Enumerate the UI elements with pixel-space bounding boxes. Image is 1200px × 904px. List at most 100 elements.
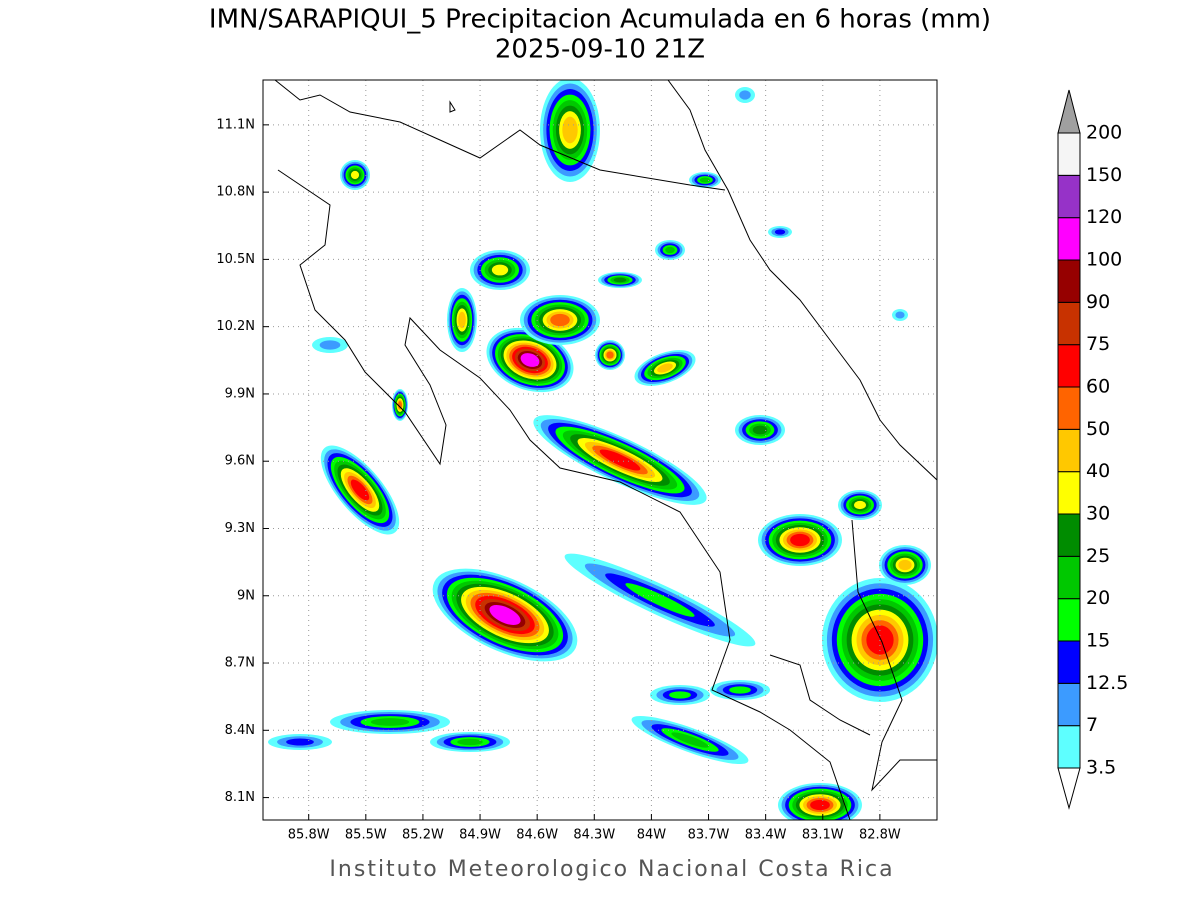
colorbar-bin <box>1057 386 1081 430</box>
colorbar-over <box>1057 89 1081 134</box>
colorbar-label: 75 <box>1086 333 1110 355</box>
precip-cell <box>550 313 570 327</box>
island <box>449 100 456 113</box>
y-tick-label: 8.1N <box>225 790 255 805</box>
precip-cell <box>810 799 830 811</box>
precip-cell <box>370 718 410 726</box>
coastlines <box>274 80 937 820</box>
precip-cell <box>613 277 627 283</box>
credit: Instituto Meteorologico Nacional Costa R… <box>329 857 894 882</box>
y-tick-label: 8.4N <box>225 723 255 738</box>
colorbar-label: 200 <box>1086 122 1122 144</box>
y-tick-label: 10.2N <box>216 319 255 334</box>
precip-cell <box>895 311 905 319</box>
colorbar-bin <box>1057 640 1081 684</box>
colorbar-bin <box>1057 259 1081 303</box>
x-tick-label: 85.5W <box>345 828 387 843</box>
precip-cell <box>398 401 402 409</box>
precip-cell <box>520 353 540 367</box>
colorbar: 3.5 7 12.5 15 20 25 30 40 50 60 75 90 100 120 150 200 <box>1057 89 1128 810</box>
x-tick-label: 83.7W <box>688 828 730 843</box>
y-tick-label: 8.7N <box>225 656 255 671</box>
colorbar-label: 90 <box>1086 291 1110 313</box>
colorbar-bin <box>1057 174 1081 219</box>
y-tick-label: 11.1N <box>216 117 255 132</box>
caribbean-coast <box>667 80 937 481</box>
y-tick-label: 9.3N <box>225 521 255 536</box>
precip-cell <box>790 533 810 547</box>
precip-cell <box>729 686 751 694</box>
precip-cell <box>699 177 711 183</box>
pacific-coast <box>277 169 851 820</box>
lake-shore <box>274 80 726 191</box>
x-tick-label: 85.2W <box>402 828 444 843</box>
precip-cell <box>669 691 691 699</box>
precip-cell <box>562 116 578 144</box>
precip-cell <box>457 738 483 746</box>
x-tick-label: 84.6W <box>516 828 558 843</box>
precip-cell <box>350 170 360 180</box>
x-tick-label: 82.8W <box>859 828 901 843</box>
precip-cell <box>319 340 341 350</box>
colorbar-label: 30 <box>1086 503 1110 525</box>
x-tick-label: 84W <box>637 828 667 843</box>
precip-cell <box>458 311 466 329</box>
title: IMN/SARAPIQUI_5 Precipitacion Acumulada … <box>209 5 991 35</box>
colorbar-bin <box>1057 471 1081 515</box>
x-tick-label: 84.3W <box>573 828 615 843</box>
colorbar-bin <box>1057 301 1081 346</box>
x-tick-label: 83.1W <box>802 828 844 843</box>
colorbar-label: 7 <box>1086 714 1098 736</box>
x-tick-label: 84.9W <box>459 828 501 843</box>
colorbar-bin <box>1057 217 1081 261</box>
grid: 85.8W 85.5W 85.2W 84.9W 84.6W 84.3W 84W 83.7W 83… <box>216 80 937 843</box>
colorbar-label: 150 <box>1086 164 1122 186</box>
colorbar-bin <box>1057 725 1081 769</box>
colorbar-label: 12.5 <box>1086 672 1128 694</box>
y-tick-label: 9.9N <box>225 386 255 401</box>
precip-cell <box>752 425 768 435</box>
x-tick-label: 85.8W <box>288 828 330 843</box>
precip-cell <box>739 90 751 100</box>
y-tick-label: 10.8N <box>216 185 255 200</box>
precip-cell <box>625 583 695 617</box>
y-tick-label: 9.6N <box>225 454 255 469</box>
colorbar-under <box>1057 767 1081 810</box>
precip-cell <box>898 559 912 571</box>
colorbar-bin <box>1057 132 1081 176</box>
colorbar-label: 20 <box>1086 587 1110 609</box>
precip-cell <box>599 449 641 471</box>
precip-cell <box>489 605 521 625</box>
x-tick-label: 83.4W <box>745 828 787 843</box>
precip-cell <box>286 738 314 746</box>
colorbar-label: 3.5 <box>1086 757 1116 779</box>
colorbar-label: 60 <box>1086 376 1110 398</box>
gulf-shore <box>769 654 871 736</box>
colorbar-bin <box>1057 513 1081 557</box>
colorbar-label: 120 <box>1086 206 1122 228</box>
subtitle: 2025-09-10 21Z <box>495 35 705 65</box>
colorbar-bin <box>1057 682 1081 727</box>
precip-cell <box>350 479 370 501</box>
precip-cell <box>854 500 866 510</box>
y-tick-label: 9N <box>237 588 255 603</box>
colorbar-bin <box>1057 555 1081 600</box>
precip-cell <box>657 363 673 373</box>
colorbar-bin <box>1057 344 1081 388</box>
precip-cell <box>606 351 614 359</box>
precip-field <box>268 80 937 820</box>
colorbar-bin <box>1057 428 1081 473</box>
colorbar-bin <box>1057 598 1081 642</box>
y-tick-label: 10.5N <box>216 252 255 267</box>
colorbar-label: 50 <box>1086 418 1110 440</box>
colorbar-label: 15 <box>1086 630 1110 652</box>
precip-cell <box>491 264 509 276</box>
precip-cell <box>671 732 709 748</box>
panama-border <box>851 519 937 792</box>
precip-cell <box>774 229 786 235</box>
map-frame <box>262 79 938 821</box>
colorbar-label: 40 <box>1086 460 1110 482</box>
colorbar-label: 100 <box>1086 249 1122 271</box>
colorbar-label: 25 <box>1086 545 1110 567</box>
